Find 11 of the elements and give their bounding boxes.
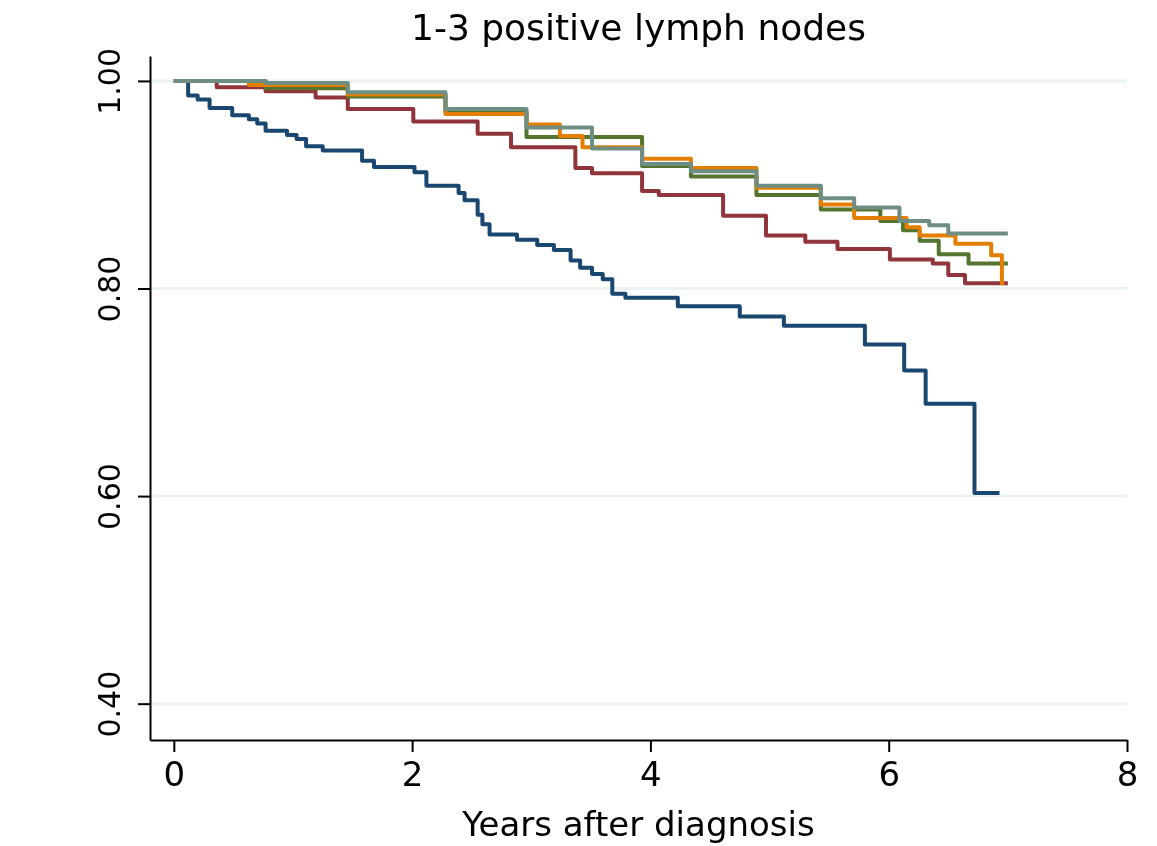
y-tick-label: 1.00 — [92, 48, 127, 115]
x-tick-label: 8 — [1116, 753, 1139, 794]
x-tick-label: 4 — [640, 753, 662, 794]
y-tick-label: 0.60 — [92, 463, 127, 530]
y-tick-label: 0.40 — [92, 670, 127, 738]
chart-title: 1-3 positive lymph nodes — [411, 7, 866, 48]
y-tick-label: 0.80 — [92, 255, 127, 323]
x-tick-label: 2 — [401, 753, 424, 794]
x-tick-label: 0 — [163, 753, 186, 794]
x-tick-label: 6 — [878, 753, 901, 794]
x-axis-title: Years after diagnosis — [461, 804, 815, 844]
